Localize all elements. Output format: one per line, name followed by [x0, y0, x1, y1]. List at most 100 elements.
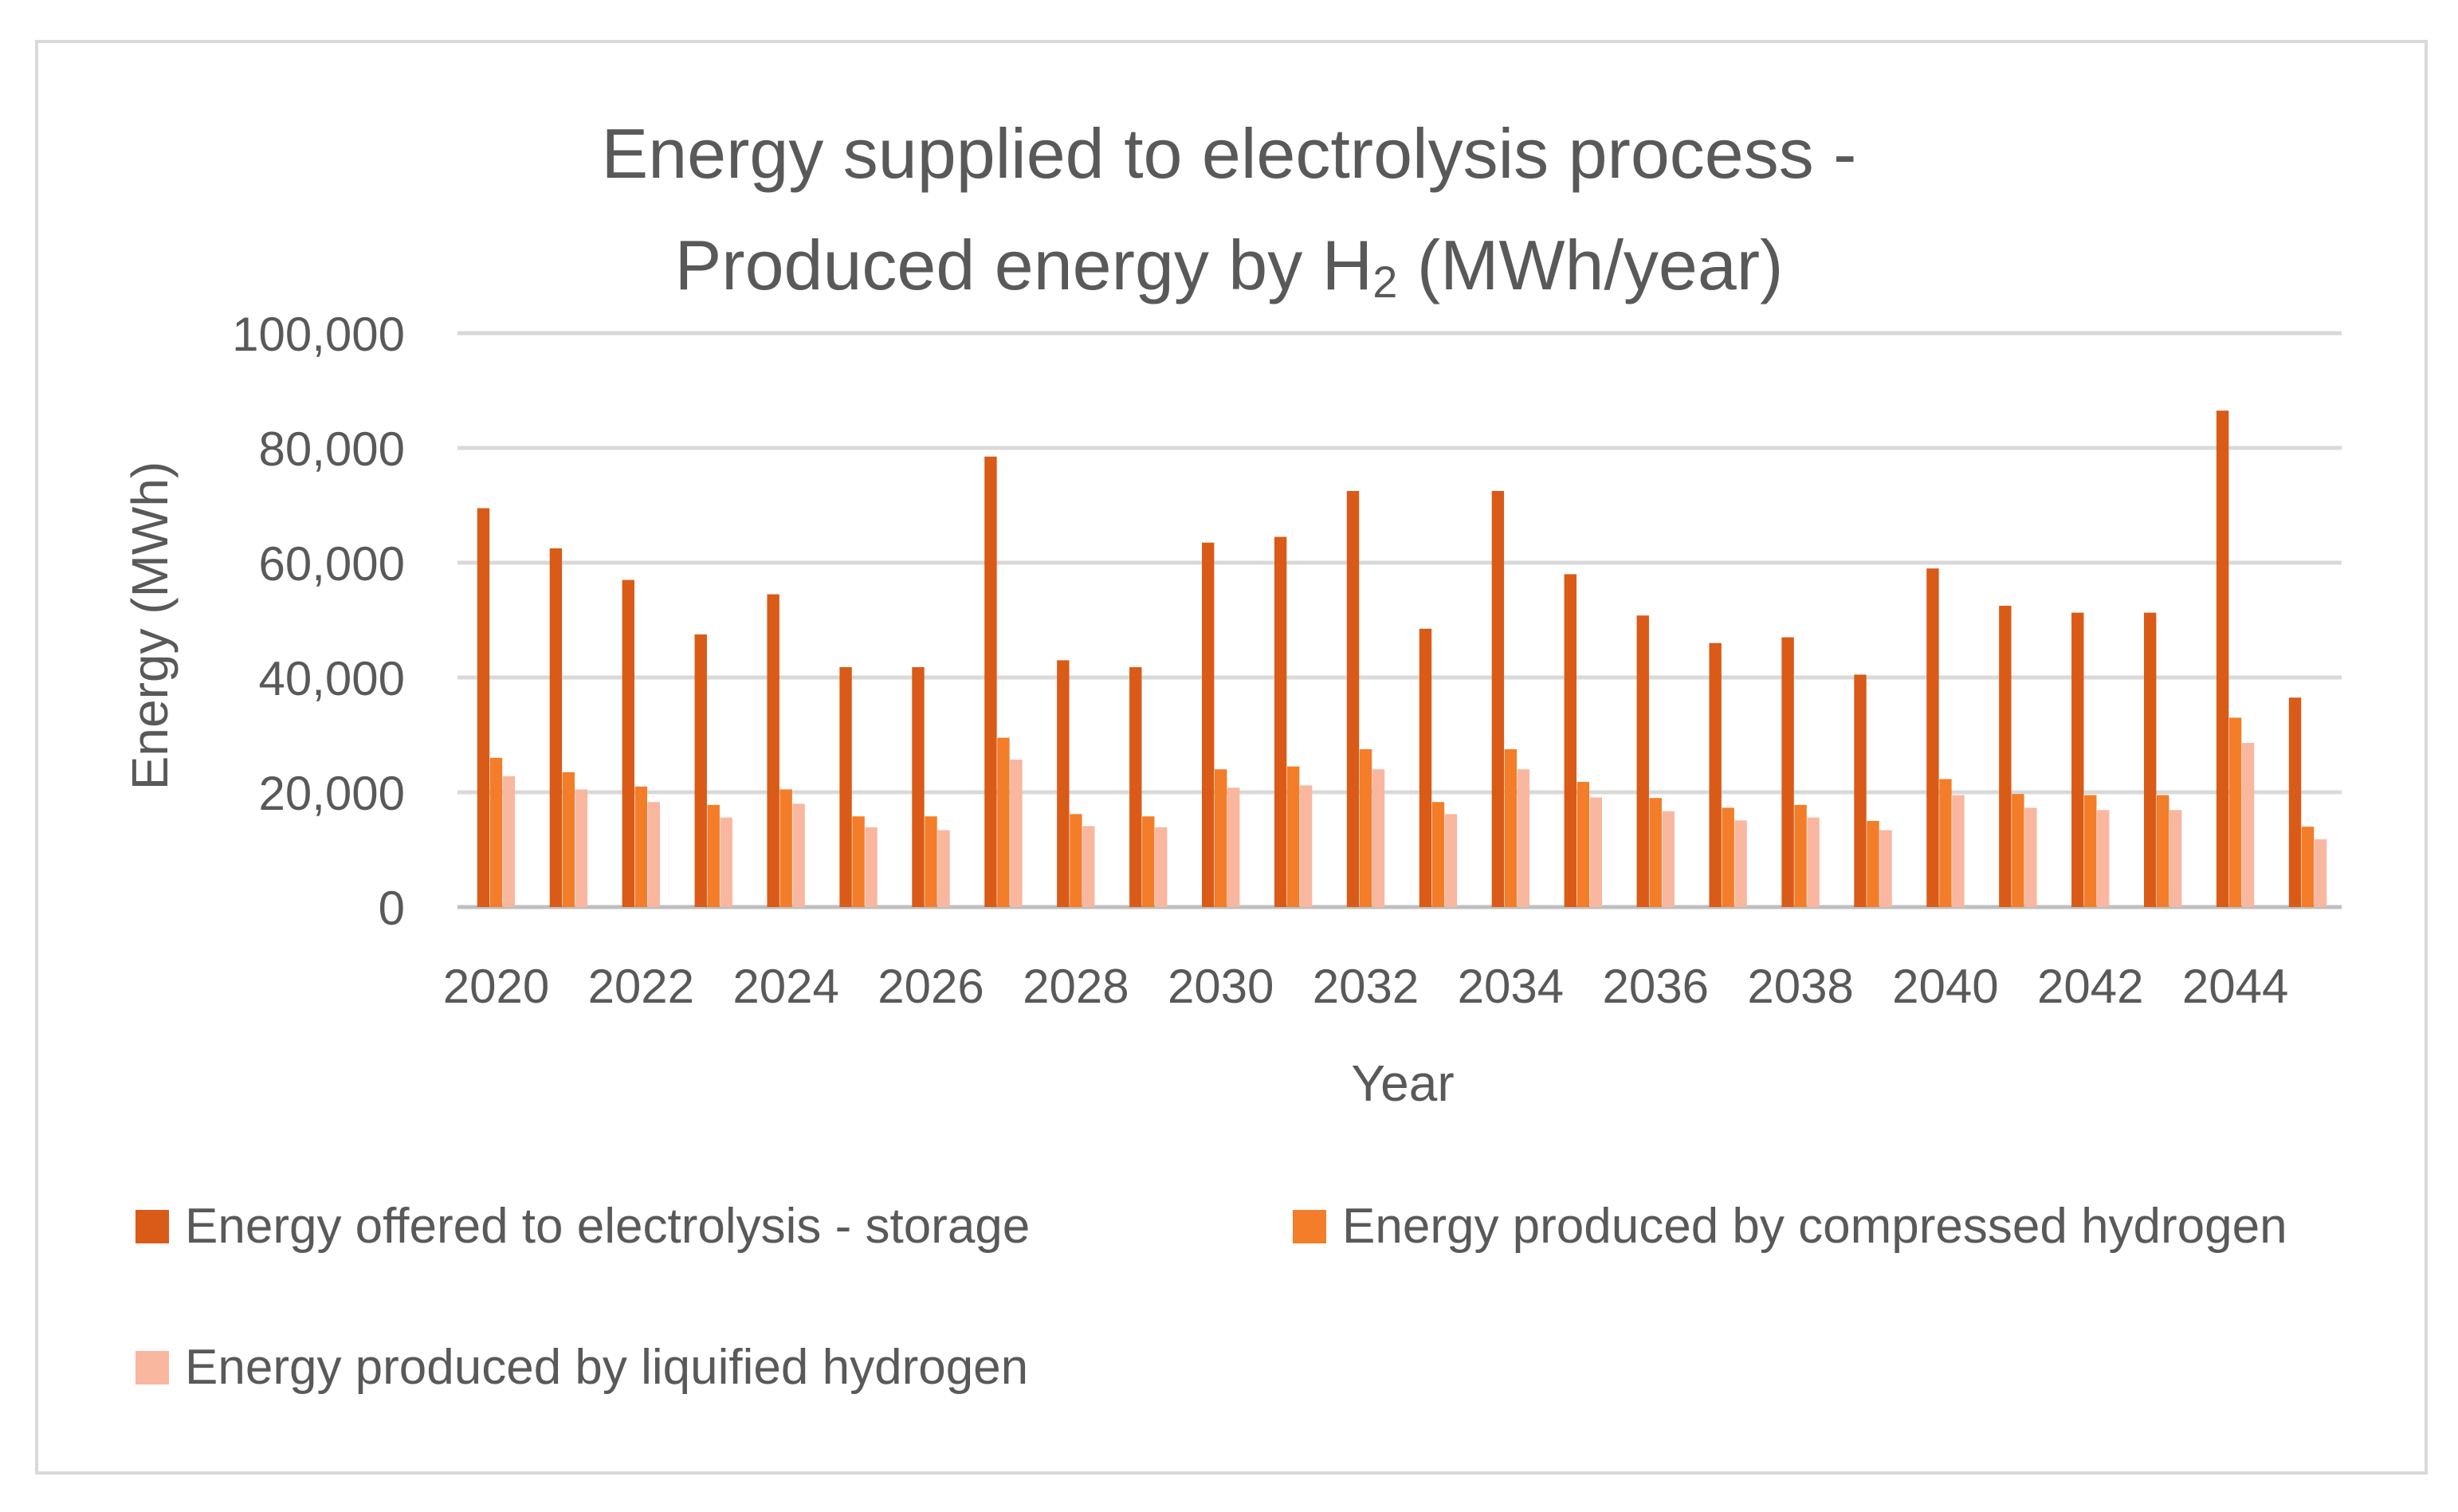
y-tick-label: 20,000	[258, 767, 405, 820]
bar-3-2040	[1952, 795, 1965, 907]
bar-2-2028	[1070, 814, 1082, 907]
bar-1-2024	[767, 594, 779, 907]
legend-item-storage: Energy offered to electrolysis - storage	[135, 1198, 1030, 1255]
chart-title-line2-tail: (MWh/year)	[1397, 226, 1784, 304]
bar-2-2041	[2012, 794, 2024, 907]
bar-2-2022	[634, 786, 648, 907]
bar-1-2028	[1057, 660, 1070, 907]
bar-2-2020	[489, 757, 503, 907]
bar-3-2024	[792, 803, 805, 907]
bar-2-2042	[2084, 795, 2097, 907]
bar-1-2037	[1709, 642, 1722, 907]
bar-1-2040	[1926, 568, 1939, 907]
x-tick-label: 2036	[1602, 960, 1708, 1013]
x-tick-label: 2026	[878, 960, 984, 1013]
legend-label-storage: Energy offered to electrolysis - storage	[185, 1199, 1031, 1254]
legend-item-liquified: Energy produced by liquified hydrogen	[135, 1339, 1028, 1396]
bar-1-2029	[1129, 667, 1142, 907]
bar-2-2025	[852, 816, 865, 907]
bar-3-2037	[1734, 820, 1747, 907]
bar-2-2036	[1649, 798, 1662, 907]
bar-2-2030	[1214, 769, 1227, 907]
bar-1-2042	[2071, 612, 2084, 907]
bar-2-2031	[1286, 766, 1300, 907]
bar-1-2031	[1274, 536, 1287, 907]
bar-1-2044	[2216, 410, 2229, 907]
chart-frame	[35, 40, 2428, 1475]
bar-2-2033	[1431, 802, 1445, 907]
gridlines	[457, 331, 2342, 909]
bar-3-2041	[2024, 807, 2037, 907]
bar-2-2043	[2156, 795, 2169, 907]
bar-1-2041	[1999, 606, 2012, 907]
bar-1-2036	[1636, 615, 1649, 907]
bar-2-2029	[1142, 816, 1155, 907]
legend-label-liquified: Energy produced by liquified hydrogen	[185, 1340, 1029, 1395]
bar-1-2030	[1201, 542, 1215, 907]
bar-3-2023	[720, 817, 732, 907]
x-tick-label: 2022	[588, 960, 694, 1013]
chart-title-line2-main: Produced energy by H	[674, 226, 1373, 304]
bar-1-2045	[2288, 697, 2302, 907]
bar-2-2039	[1867, 821, 1879, 907]
bar-2-2027	[997, 737, 1010, 907]
bar-2-2045	[2301, 827, 2315, 907]
bar-3-2036	[1662, 811, 1675, 907]
bar-2-2037	[1722, 807, 1734, 907]
y-tick-label: 60,000	[258, 537, 405, 591]
x-tick-label: 2042	[2037, 960, 2143, 1013]
bar-2-2023	[707, 804, 720, 907]
bar-2-2044	[2228, 717, 2242, 907]
bar-3-2028	[1082, 826, 1095, 907]
bar-3-2032	[1372, 769, 1385, 907]
chart-title-line2: Produced energy by H2 (MWh/year)	[0, 214, 2458, 334]
x-tick-label: 2044	[2182, 960, 2288, 1013]
bar-3-2039	[1879, 830, 1892, 907]
chart-title-line1: Energy supplied to electrolysis process …	[0, 102, 2458, 206]
legend-swatch-storage	[135, 1209, 169, 1243]
bar-1-2035	[1564, 574, 1577, 907]
x-tick-label: 2024	[732, 960, 838, 1013]
bar-1-2023	[694, 634, 707, 907]
bar-2-2021	[562, 772, 575, 907]
y-tick-label: 100,000	[232, 308, 405, 361]
legend-label-compressed: Energy produced by compressed hydrogen	[1342, 1199, 2287, 1254]
x-tick-label: 2034	[1458, 960, 1564, 1013]
y-tick-label: 0	[379, 882, 405, 935]
bar-3-2038	[1807, 817, 1820, 907]
x-tick-labels: 2020 2022 2024 2026 2028 2030 2032 2034 2036 2038…	[443, 960, 2289, 1013]
bar-3-2022	[647, 802, 661, 907]
x-tick-label: 2038	[1747, 960, 1853, 1013]
bar-3-2034	[1517, 769, 1530, 907]
legend-swatch-compressed	[1293, 1209, 1326, 1243]
bar-3-2030	[1227, 787, 1240, 907]
bar-3-2020	[502, 776, 516, 907]
bar-3-2027	[1010, 759, 1023, 907]
x-tick-label: 2030	[1168, 960, 1274, 1013]
bar-2-2038	[1794, 804, 1807, 907]
bar-3-2031	[1299, 785, 1313, 907]
y-tick-label: 40,000	[258, 652, 405, 705]
bar-1-2026	[912, 667, 925, 907]
chart-title-line1-text: Energy supplied to electrolysis process …	[601, 114, 1857, 193]
x-tick-label: 2032	[1313, 960, 1419, 1013]
chart-title-subscript: 2	[1372, 257, 1398, 307]
bar-3-2035	[1589, 797, 1603, 907]
x-axis-label: Year	[1351, 1054, 1454, 1112]
bar-3-2026	[937, 830, 950, 907]
bar-1-2020	[477, 508, 490, 907]
legend-swatch-liquified	[135, 1350, 169, 1384]
y-axis-label: Energy (MWh)	[121, 461, 179, 791]
bar-3-2045	[2314, 839, 2327, 907]
bar-1-2021	[549, 548, 563, 907]
bar-2-2024	[779, 789, 792, 907]
x-tick-label: 2040	[1892, 960, 1998, 1013]
x-tick-label: 2028	[1023, 960, 1129, 1013]
bar-1-2039	[1854, 674, 1867, 907]
bar-3-2025	[865, 827, 878, 907]
bar-3-2042	[2097, 810, 2110, 907]
bar-2-2032	[1359, 749, 1372, 907]
bar-1-2043	[2143, 612, 2157, 907]
bar-2-2026	[925, 816, 937, 907]
